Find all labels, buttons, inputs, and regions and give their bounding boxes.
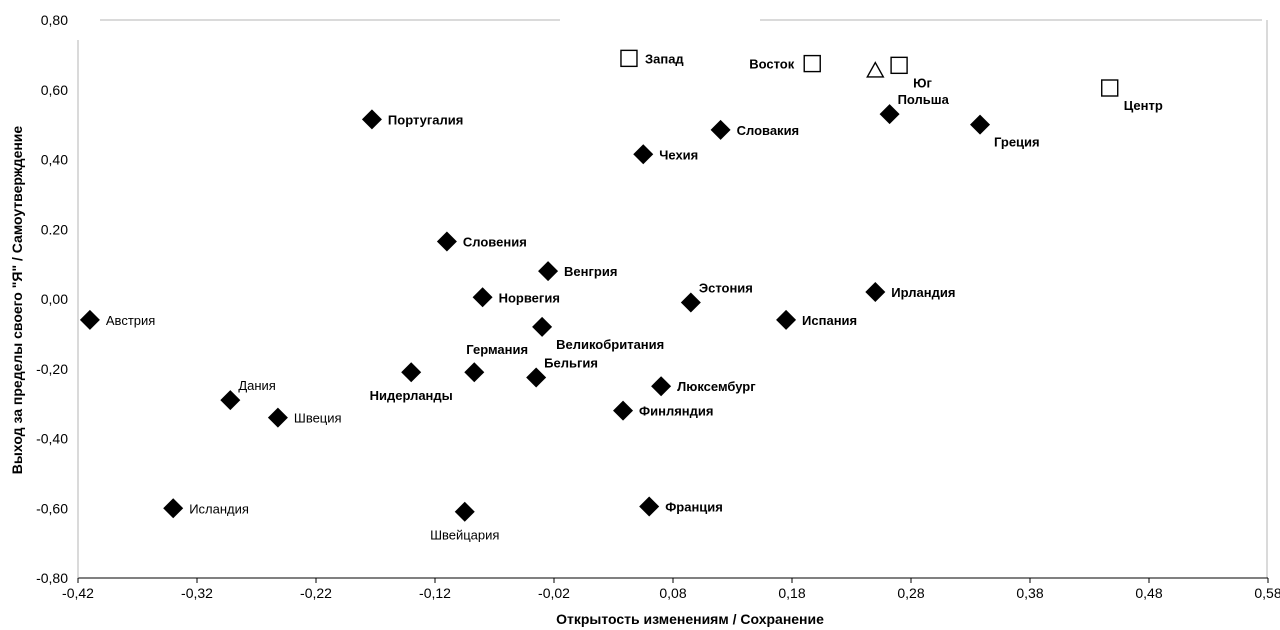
point-label: Дания: [238, 378, 276, 393]
diamond-marker: [361, 109, 382, 130]
diamond-marker: [220, 390, 241, 411]
y-axis-ticks: 0,80 0,60 0,40 0.20 0,00 -0,20 -0,40 -0,60 -0,80: [36, 12, 68, 586]
diamond-marker: [464, 362, 485, 383]
point-label: Польша: [898, 92, 950, 107]
x-tick-label: 0,08: [659, 585, 686, 601]
point-label: Люксембург: [677, 379, 756, 394]
x-tick-label: 0,38: [1016, 585, 1043, 601]
diamond-marker: [776, 309, 797, 330]
x-tick-label: 0,48: [1135, 585, 1162, 601]
y-tick-label: 0.20: [41, 221, 68, 237]
point-label: Португалия: [388, 112, 463, 127]
y-tick-label: -0,80: [36, 570, 68, 586]
point-label: Швеция: [294, 411, 342, 426]
diamond-marker: [163, 498, 184, 519]
y-tick-label: 0,00: [41, 291, 68, 307]
x-tick-label: -0,12: [419, 585, 451, 601]
point-label: Бельгия: [544, 355, 598, 370]
diamond-marker: [436, 231, 457, 252]
diamond-marker: [865, 282, 886, 303]
point-label: Швейцария: [430, 528, 499, 543]
y-tick-label: 0,60: [41, 82, 68, 98]
x-tick-label: 0,58: [1254, 585, 1280, 601]
point-label: Норвегия: [499, 290, 560, 305]
diamond-marker: [633, 144, 654, 165]
point-label: Словакия: [737, 123, 800, 138]
square-marker: [890, 56, 908, 75]
point-label: Восток: [749, 57, 795, 72]
point-label: Германия: [466, 342, 528, 357]
diamond-marker: [651, 376, 672, 397]
point-label: Исландия: [189, 501, 249, 516]
y-tick-label: -0,60: [36, 500, 68, 516]
x-tick-label: -0,32: [181, 585, 213, 601]
point-label: Чехия: [659, 147, 698, 162]
diamond-marker: [267, 407, 288, 428]
y-tick-label: 0,80: [41, 12, 68, 28]
x-tick-label: -0,02: [538, 585, 570, 601]
diamond-marker: [532, 316, 553, 337]
point-label: Ирландия: [891, 285, 955, 300]
diamond-marker: [613, 400, 634, 421]
diamond-marker: [79, 309, 100, 330]
square-marker: [803, 54, 821, 73]
diamond-marker: [639, 496, 660, 517]
x-axis-ticks: -0,42 -0,32 -0,22 -0,12 -0,02 0,08 0,18 0,28 0,3…: [62, 578, 1280, 601]
x-tick-label: -0,42: [62, 585, 94, 601]
diamond-marker: [454, 501, 475, 522]
plot-frame: [77, 19, 1268, 579]
square-marker: [1101, 79, 1119, 97]
diamond-marker: [680, 292, 701, 313]
y-axis-title: Выход за пределы своего "Я" / Самоутверж…: [9, 126, 25, 475]
point-label: Запад: [645, 51, 684, 66]
point-label: Нидерланды: [370, 388, 453, 403]
x-tick-label: -0,22: [300, 585, 332, 601]
x-axis-title: Открытость изменениям / Сохранение: [556, 611, 824, 627]
point-label: Финляндия: [639, 404, 713, 419]
diamond-marker: [526, 367, 547, 388]
diamond-marker: [970, 114, 991, 135]
x-tick-label: 0,18: [778, 585, 805, 601]
point-label: Венгрия: [564, 264, 617, 279]
x-tick-label: 0,28: [897, 585, 924, 601]
triangle-marker: [866, 61, 885, 78]
point-label: Австрия: [106, 313, 155, 328]
point-label: Великобритания: [556, 337, 664, 352]
diamond-marker: [710, 119, 731, 140]
point-label: Эстония: [699, 280, 753, 295]
point-label: Центр: [1124, 98, 1163, 113]
point-label: Юг: [913, 75, 932, 90]
point-label: Греция: [994, 135, 1040, 150]
diamond-marker: [538, 261, 559, 282]
point-label: Франция: [665, 500, 723, 515]
data-markers: [79, 49, 1119, 522]
square-marker: [620, 49, 638, 68]
y-tick-label: 0,40: [41, 152, 68, 168]
diamond-marker: [879, 104, 900, 125]
point-label: Испания: [802, 313, 857, 328]
data-labels: Австрия Исландия Дания Швеция Португалия Ниде…: [106, 51, 1163, 542]
point-label: Словения: [463, 234, 527, 249]
y-tick-label: -0,40: [36, 431, 68, 447]
diamond-marker: [401, 362, 422, 383]
y-tick-label: -0,20: [36, 361, 68, 377]
diamond-marker: [472, 287, 493, 308]
